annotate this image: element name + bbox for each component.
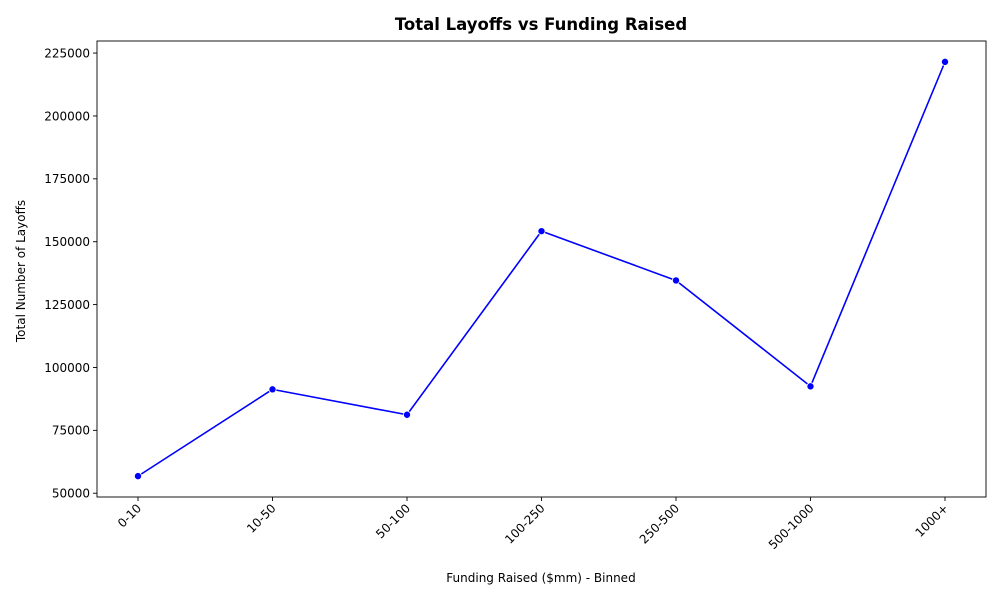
y-tick-label: 150000: [44, 235, 90, 249]
data-point: [402, 410, 411, 419]
data-point: [268, 385, 277, 394]
data-point: [537, 227, 546, 236]
x-axis-ticks: 0-10 10-50 50-100 100-250 250-500 500-1000 100…: [115, 497, 951, 552]
axes: [96, 40, 987, 498]
x-axis-title: Funding Raised ($mm) - Binned: [446, 571, 635, 585]
x-tick-label: 0-10: [115, 501, 144, 530]
x-tick-label: 10-50: [244, 501, 279, 536]
y-axis-ticks: 50000 75000 100000 125000 150000 175000 200000…: [44, 46, 97, 501]
data-point: [672, 276, 681, 285]
data-point: [133, 472, 142, 481]
chart-title: Total Layoffs vs Funding Raised: [395, 15, 687, 34]
y-tick-label: 125000: [44, 298, 90, 312]
x-tick-label: 250-500: [637, 501, 682, 546]
y-tick-label: 200000: [44, 109, 90, 123]
plot-frame: [96, 40, 987, 498]
data-point: [806, 382, 815, 391]
y-axis-title: Total Number of Layoffs: [14, 200, 28, 343]
y-tick-label: 175000: [44, 172, 90, 186]
x-tick-label: 50-100: [373, 501, 413, 541]
y-tick-label: 75000: [52, 424, 90, 438]
y-tick-label: 50000: [52, 487, 90, 501]
data-point: [941, 57, 950, 66]
series: [133, 57, 950, 481]
series-line: [137, 61, 946, 477]
x-tick-label: 500-1000: [766, 501, 817, 552]
y-tick-label: 225000: [44, 46, 90, 60]
x-tick-label: 1000+: [913, 501, 952, 540]
y-tick-label: 100000: [44, 361, 90, 375]
x-tick-label: 100-250: [502, 501, 547, 546]
